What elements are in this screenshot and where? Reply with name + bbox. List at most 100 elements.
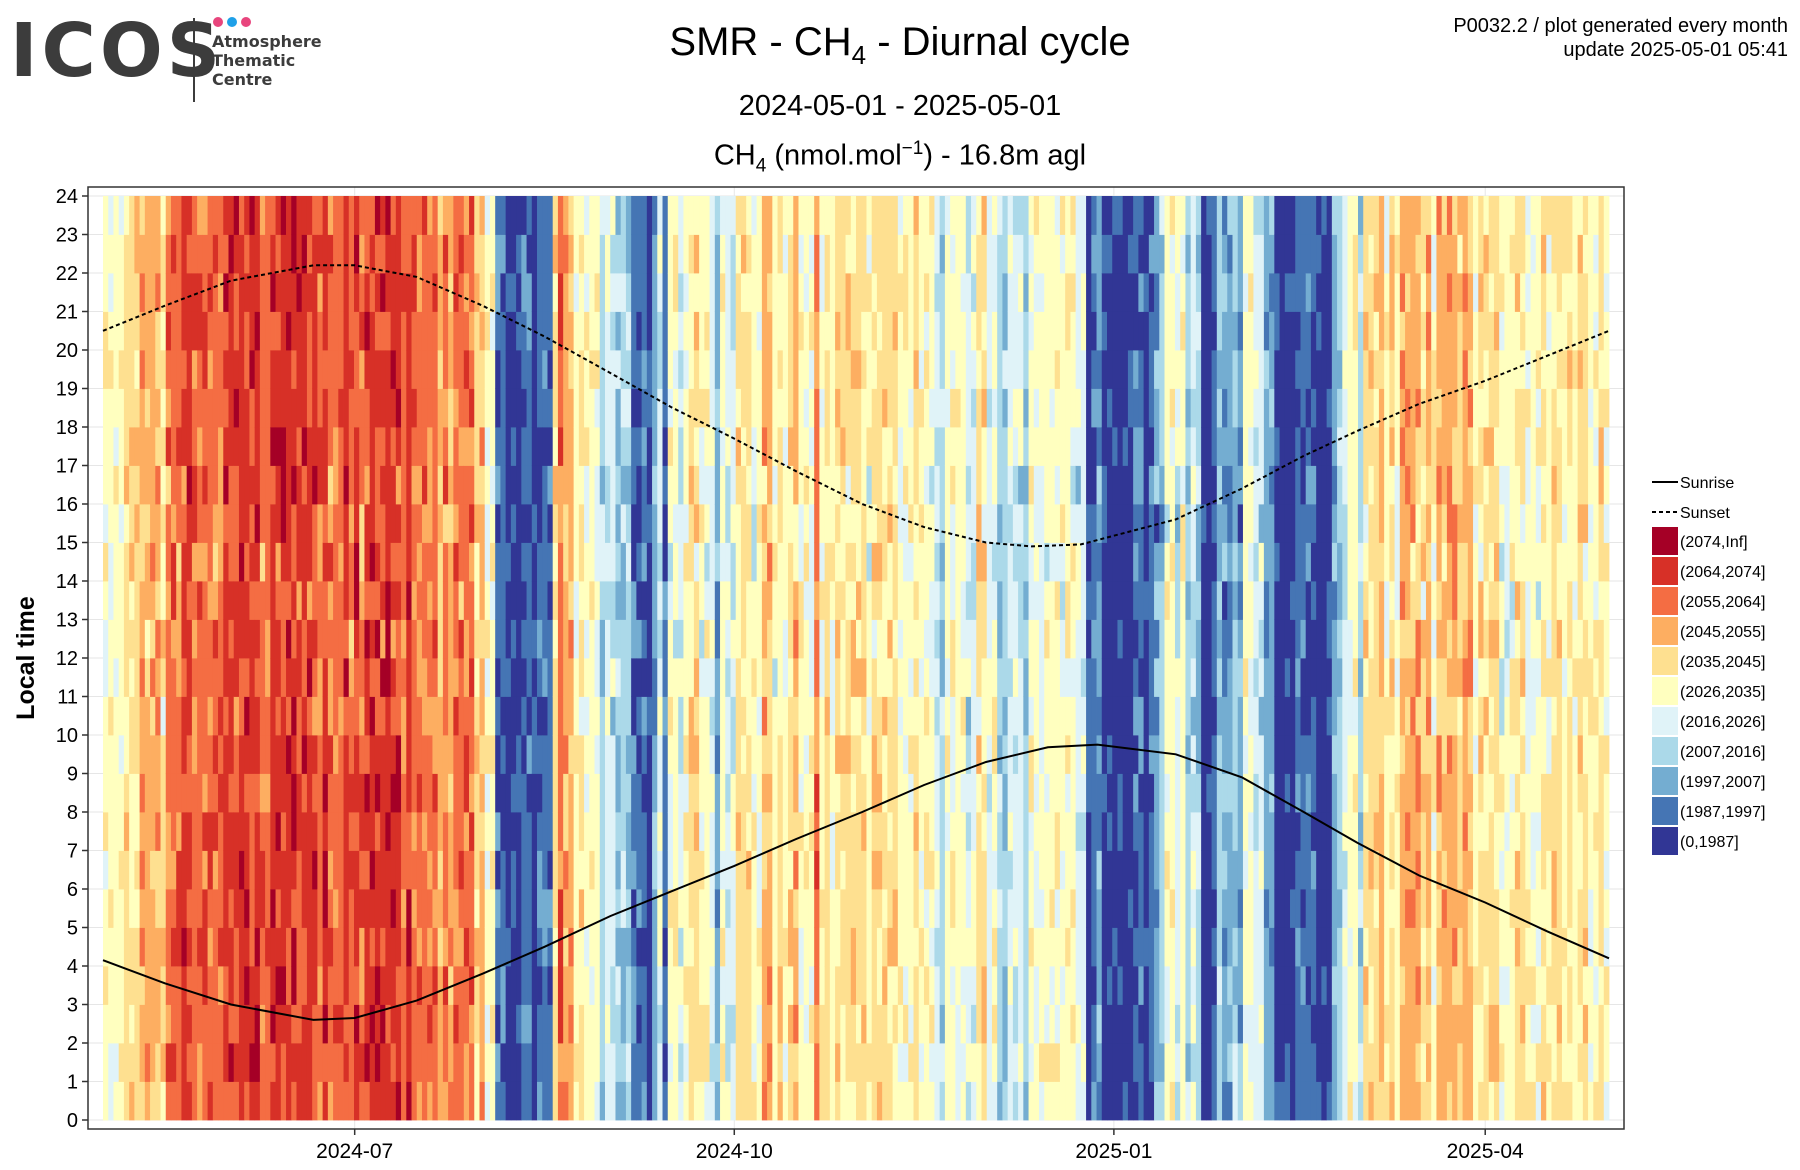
heatmap-cell: [840, 1004, 846, 1044]
heatmap-cell: [474, 350, 480, 389]
heatmap-cell: [1107, 427, 1113, 466]
heatmap-cell: [986, 350, 993, 389]
heatmap-cell: [850, 735, 857, 774]
heatmap-cell: [401, 465, 407, 505]
heatmap-cell: [1012, 812, 1019, 851]
heatmap-cell: [1039, 735, 1045, 774]
heatmap-cell: [772, 427, 778, 466]
heatmap-cell: [667, 658, 674, 697]
heatmap-cell: [672, 388, 679, 428]
heatmap-cell: [934, 196, 941, 235]
heatmap-cell: [897, 1004, 904, 1044]
heatmap-cell: [803, 504, 810, 543]
heatmap-cell: [1012, 619, 1019, 659]
heatmap-cell: [578, 619, 585, 659]
heatmap-cell: [688, 1043, 695, 1082]
heatmap-cell: [333, 850, 339, 890]
heatmap-cell: [469, 311, 475, 351]
logo-dot-magenta-icon: [241, 17, 251, 27]
heatmap-cell: [155, 696, 161, 736]
heatmap-cell: [856, 465, 862, 505]
heatmap-cell: [594, 542, 601, 582]
heatmap-cell: [129, 889, 135, 928]
heatmap-cell: [918, 1043, 925, 1082]
heatmap-cell: [223, 773, 229, 813]
heatmap-cell: [594, 350, 601, 389]
heatmap-cell: [223, 735, 229, 774]
heatmap-cell: [835, 696, 841, 736]
heatmap-cell: [291, 812, 297, 851]
heatmap-cell: [317, 504, 324, 543]
heatmap-cell: [756, 773, 763, 813]
heatmap-cell: [359, 1004, 365, 1044]
heatmap-cell: [1033, 581, 1040, 620]
heatmap-cell: [207, 234, 214, 274]
heatmap-cell: [500, 812, 507, 851]
heatmap-cell: [129, 504, 135, 543]
heatmap-cell: [1044, 311, 1050, 351]
heatmap-cell: [165, 696, 172, 736]
heatmap-cell: [803, 850, 810, 890]
heatmap-cell: [380, 427, 386, 466]
heatmap-cell: [176, 427, 182, 466]
heatmap-cell: [615, 696, 622, 736]
heatmap-cell: [897, 581, 904, 620]
heatmap-cell: [118, 427, 125, 466]
heatmap-cell: [1044, 388, 1050, 428]
heatmap-cell: [150, 542, 156, 582]
heatmap-cell: [223, 696, 229, 736]
heatmap-cell: [1143, 658, 1150, 697]
heatmap-cell: [1159, 1081, 1165, 1121]
heatmap-cell: [249, 850, 256, 890]
logo-subtitle: Atmosphere Thematic Centre: [212, 32, 322, 89]
heatmap-cell: [871, 619, 878, 659]
heatmap-cell: [411, 1043, 418, 1082]
heatmap-cell: [155, 1004, 161, 1044]
heatmap-cell: [442, 889, 449, 928]
heatmap-cell: [1070, 812, 1077, 851]
heatmap-cell: [1101, 427, 1108, 466]
heatmap-cell: [704, 504, 710, 543]
heatmap-cell: [113, 850, 120, 890]
heatmap-cell: [364, 311, 371, 351]
heatmap-cell: [306, 542, 313, 582]
heatmap-cell: [960, 1081, 967, 1121]
heatmap-cell: [605, 542, 611, 582]
heatmap-cell: [542, 388, 548, 428]
heatmap-cell: [165, 350, 172, 389]
heatmap-cell: [354, 966, 360, 1005]
heatmap-cell: [672, 427, 679, 466]
heatmap-cell: [458, 581, 465, 620]
heatmap-cell: [510, 850, 517, 890]
heatmap-cell: [986, 388, 993, 428]
heatmap-cell: [113, 504, 120, 543]
heatmap-cell: [625, 427, 632, 466]
heatmap-cell: [829, 658, 836, 697]
heatmap-cell: [693, 658, 700, 697]
heatmap-cell: [835, 735, 841, 774]
heatmap-cell: [688, 658, 695, 697]
heatmap-cell: [620, 311, 627, 351]
heatmap-cell: [594, 696, 601, 736]
heatmap-cell: [584, 812, 590, 851]
heatmap-cell: [605, 234, 611, 274]
heatmap-cell: [929, 850, 935, 890]
heatmap-cell: [416, 696, 423, 736]
heatmap-cell: [411, 504, 418, 543]
heatmap-cell: [244, 850, 250, 890]
heatmap-cell: [557, 966, 564, 1005]
heatmap-cell: [835, 234, 841, 274]
heatmap-cell: [652, 850, 658, 890]
heatmap-cell: [333, 504, 339, 543]
heatmap-cell: [223, 619, 229, 659]
heatmap-cell: [484, 850, 491, 890]
heatmap-cell: [1127, 427, 1134, 466]
heatmap-cell: [280, 696, 287, 736]
heatmap-cell: [772, 1081, 778, 1121]
heatmap-cell: [510, 773, 517, 813]
heatmap-cell: [474, 696, 480, 736]
heatmap-cell: [709, 311, 716, 351]
heatmap-cell: [923, 388, 930, 428]
heatmap-cell: [406, 773, 412, 813]
heatmap-cell: [129, 812, 135, 851]
